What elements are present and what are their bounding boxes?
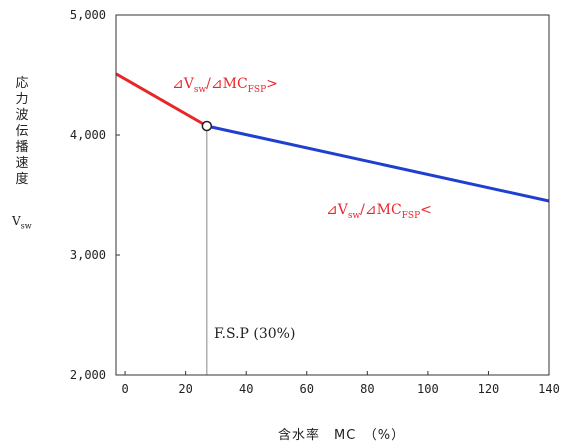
y-axis-label: 応力波伝播速度: [15, 76, 29, 187]
x-tick-label: 80: [360, 382, 374, 396]
y-tick-label: 2,000: [70, 368, 106, 382]
x-axis-label: 含水率 MC （%）: [278, 428, 406, 443]
x-tick-label: 0: [121, 382, 128, 396]
y-axis-symbol: Vsw: [12, 214, 32, 231]
y-tick-label: 4,000: [70, 128, 106, 142]
series-line-below-fsp: [206, 124, 550, 203]
ticks-layer: 0 20 40 60 80 100 120 140 2,000 3,000 4,000 5,000: [70, 8, 560, 396]
x-tick-label: 120: [478, 382, 500, 396]
y-tick-label: 3,000: [70, 248, 106, 262]
annotation-lower-slope: ⊿Vsw/⊿MCFSP<: [326, 202, 432, 221]
series-line-above-fsp: [115, 72, 208, 128]
y-tick-label: 5,000: [70, 8, 106, 22]
x-tick-label: 60: [300, 382, 314, 396]
x-tick-label: 40: [239, 382, 253, 396]
fsp-point-marker: [201, 120, 213, 132]
fsp-label: F.S.P (30%): [214, 326, 296, 342]
x-tick-label: 140: [538, 382, 560, 396]
x-tick-label: 20: [178, 382, 192, 396]
x-tick-label: 100: [417, 382, 439, 396]
plot-frame: [115, 14, 550, 376]
annotation-upper-slope: ⊿Vsw/⊿MCFSP>: [172, 76, 278, 95]
